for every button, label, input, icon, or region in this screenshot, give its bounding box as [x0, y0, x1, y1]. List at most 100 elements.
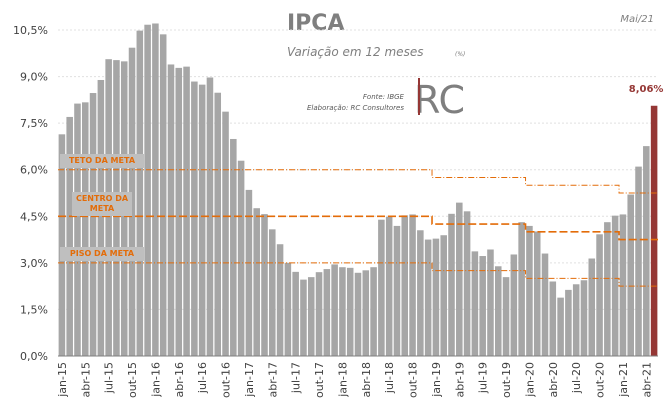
x-tick-label: abr-19 [453, 362, 466, 398]
bar [463, 211, 471, 356]
x-tick-label: out-19 [500, 362, 513, 398]
logo: RC [414, 78, 465, 122]
x-tick-label: jan-18 [336, 362, 349, 398]
bar [66, 116, 73, 356]
bar [604, 222, 611, 356]
bar [152, 23, 159, 356]
y-tick-label: 4,5% [20, 210, 48, 223]
x-tick-label: abr-21 [640, 362, 653, 398]
x-tick-label: jan-21 [617, 362, 630, 398]
bar [401, 215, 409, 356]
bar [175, 67, 183, 356]
bar [214, 92, 222, 357]
bar [339, 267, 346, 356]
bar [136, 30, 144, 357]
subtitle: Variação em 12 meses [287, 45, 423, 59]
x-tick-label: out-20 [594, 362, 607, 398]
bar [245, 189, 253, 356]
x-tick-label: jul-15 [103, 362, 116, 394]
bar [370, 267, 377, 356]
bar [518, 222, 525, 356]
bar [292, 271, 299, 356]
bar [557, 297, 564, 356]
bar [82, 102, 89, 357]
x-tick-label: jan-20 [523, 362, 536, 398]
bar [378, 219, 385, 356]
y-tick-label: 6,0% [20, 164, 48, 177]
bar [643, 146, 650, 356]
value-label: 8,06% [629, 84, 664, 95]
bar [362, 270, 370, 356]
bar [346, 267, 354, 356]
bar [572, 284, 580, 356]
bar [183, 66, 190, 356]
bar [487, 249, 494, 356]
bar [167, 64, 175, 356]
bar [331, 264, 338, 356]
x-tick-label: jul-16 [196, 362, 209, 394]
bar [611, 215, 619, 356]
bar [596, 234, 603, 356]
x-tick-label: abr-16 [173, 362, 186, 398]
x-tick-label: jul-20 [570, 362, 583, 394]
y-tick-label: 0,0% [20, 350, 48, 363]
x-tick-label: jan-19 [430, 362, 443, 398]
target-label: CENTRO DA META [72, 192, 132, 217]
bar [385, 216, 393, 356]
credit: Elaboração: RC Consultores [307, 104, 404, 112]
bar [307, 277, 315, 356]
bar [206, 77, 214, 356]
bar [409, 214, 416, 356]
x-tick-label: abr-18 [360, 362, 373, 398]
target-line [58, 215, 658, 241]
bar [627, 194, 634, 356]
y-tick-label: 1,5% [20, 303, 48, 316]
bar [494, 266, 502, 356]
bar [456, 202, 463, 356]
bar [323, 269, 331, 356]
bar [417, 230, 424, 356]
bar [74, 103, 81, 356]
bar [191, 81, 198, 356]
bar [502, 277, 510, 356]
y-tick-label: 3,0% [20, 257, 48, 270]
target-label: PISO DA META [60, 246, 144, 261]
bar [549, 281, 557, 356]
bar [424, 239, 432, 356]
bar [541, 253, 549, 356]
bar [269, 229, 276, 356]
x-tick-label: abr-15 [79, 362, 92, 398]
x-tick-label: jul-18 [383, 362, 396, 394]
bar [261, 214, 268, 356]
target-line [58, 169, 658, 194]
target-line [58, 262, 658, 287]
bar [284, 262, 292, 356]
y-tick-label: 10,5% [13, 24, 48, 37]
chart-title: IPCA [287, 11, 344, 36]
x-tick-label: jan-16 [149, 362, 162, 398]
bar [354, 272, 362, 356]
bar [300, 279, 307, 356]
bar [510, 254, 518, 356]
unit-note: (%) [455, 51, 465, 58]
x-tick-label: jan-15 [56, 362, 69, 398]
source: Fonte: IBGE [363, 93, 405, 101]
bar [440, 235, 447, 356]
x-tick-label: out-15 [126, 362, 139, 398]
bar [565, 289, 572, 356]
bar [432, 238, 440, 356]
x-tick-label: jul-19 [477, 362, 490, 394]
y-tick-label: 9,0% [20, 71, 48, 84]
bar [533, 231, 541, 356]
x-tick-label: out-18 [407, 362, 420, 398]
bar [237, 160, 245, 356]
bar [159, 34, 167, 356]
x-tick-label: abr-17 [266, 362, 279, 398]
date-note: Mai/21 [620, 14, 654, 25]
bar [128, 47, 136, 356]
bar [393, 225, 401, 356]
bar [471, 251, 479, 356]
bar [198, 84, 206, 357]
bar [97, 79, 105, 356]
